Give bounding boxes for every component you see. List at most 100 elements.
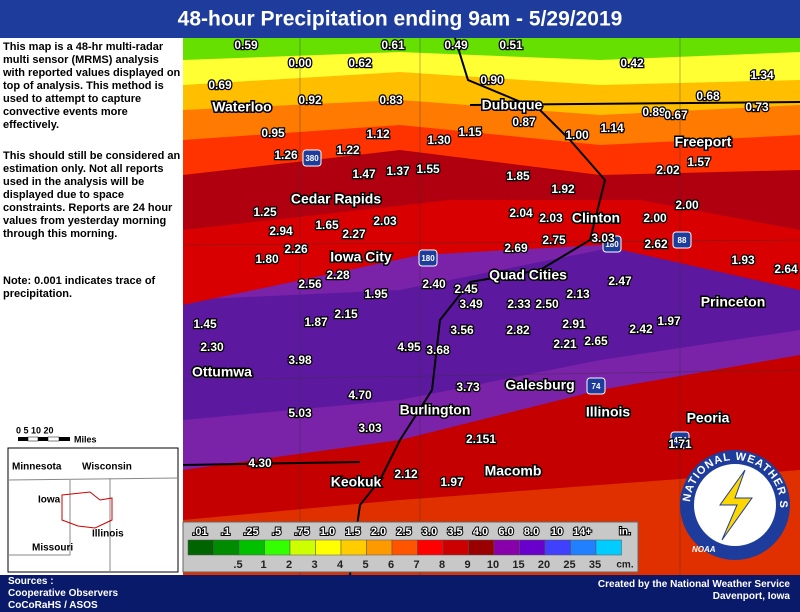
- legend-swatch: [417, 539, 444, 556]
- title: 48-hour Precipitation ending 9am - 5/29/…: [178, 8, 623, 31]
- observation: 1.47: [352, 167, 376, 181]
- observation: 0.67: [664, 108, 688, 122]
- legend-label: 14+: [573, 526, 592, 538]
- credit: Created by the National Weather Service …: [598, 579, 790, 603]
- observation: 1.97: [657, 314, 681, 328]
- description: This should still be considered an estim…: [3, 150, 181, 240]
- legend-label: 20: [538, 559, 550, 571]
- city-label: Galesburg: [505, 377, 574, 393]
- city-label: Macomb: [485, 463, 542, 479]
- observation: 1.55: [416, 162, 440, 176]
- observation: 1.37: [386, 164, 410, 178]
- legend-swatch: [238, 539, 265, 556]
- observation: 2.13: [566, 287, 590, 301]
- legend-swatch: [468, 539, 495, 556]
- city-label: Princeton: [701, 294, 766, 310]
- inset-map: [7, 436, 179, 573]
- observation: 1.87: [304, 315, 328, 329]
- observation: 2.00: [643, 211, 667, 225]
- interstate-number: 474: [673, 436, 687, 445]
- logo-agency: NOAA: [692, 545, 716, 554]
- observation: 3.49: [459, 297, 483, 311]
- borders: [182, 37, 800, 576]
- observation: 1.34: [750, 68, 774, 82]
- legend-swatch: [391, 539, 418, 556]
- observation: 2.82: [506, 323, 530, 337]
- observation: 0.62: [348, 56, 372, 70]
- observation: 1.25: [253, 205, 277, 219]
- legend-swatch: [544, 539, 571, 556]
- observation: 1.30: [427, 133, 451, 147]
- legend-swatch: [213, 539, 240, 556]
- observation: 2.00: [675, 198, 699, 212]
- observation: 1.80: [255, 252, 279, 266]
- city-label: Freeport: [675, 134, 732, 150]
- footer-bar: [0, 575, 800, 612]
- observation: 2.62: [644, 237, 668, 251]
- observation: 2.12: [394, 467, 418, 481]
- observation: 0.73: [745, 100, 769, 114]
- city-label: Waterloo: [212, 99, 271, 115]
- observation: 1.22: [336, 143, 360, 157]
- legend-label: .01: [192, 526, 207, 538]
- observation: 0.61: [381, 38, 405, 52]
- legend-label: .5: [233, 559, 242, 571]
- legend-swatch: [366, 539, 393, 556]
- observation: 3.98: [288, 353, 312, 367]
- legend-label: 6.0: [498, 526, 513, 538]
- city-label: Quad Cities: [489, 267, 567, 283]
- observation: 2.47: [608, 274, 632, 288]
- observation: 2.27: [342, 227, 366, 241]
- observation: 2.26: [284, 242, 308, 256]
- city-label: Peoria: [687, 410, 730, 426]
- observation: 1.85: [506, 169, 530, 183]
- observation: 1.71: [668, 437, 692, 451]
- interstate-shield: [302, 149, 322, 167]
- legend-label: 3.0: [422, 526, 437, 538]
- interstate-number: 88: [678, 236, 687, 245]
- observation: 2.64: [774, 262, 798, 276]
- legend-label: 1.0: [320, 526, 335, 538]
- observation: 2.03: [373, 214, 397, 228]
- observation: 0.51: [499, 38, 523, 52]
- observation: 0.42: [620, 56, 644, 70]
- legend-label: 6: [388, 559, 394, 571]
- legend-label: .5: [272, 526, 281, 538]
- observation: 2.50: [535, 297, 559, 311]
- legend-label: 35: [589, 559, 601, 571]
- legend-label: 2.5: [396, 526, 411, 538]
- legend-label: 4: [337, 559, 344, 571]
- legend-label: 1.5: [345, 526, 360, 538]
- interstate-number: 180: [605, 240, 619, 249]
- description: Note: 0.001 indicates trace of precipita…: [3, 275, 156, 300]
- observation: 3.68: [426, 343, 450, 357]
- legend-label: 2.0: [371, 526, 386, 538]
- observation: 0.89: [642, 105, 666, 119]
- interstate-number: 74: [592, 382, 601, 391]
- interstate-shield: [672, 231, 692, 249]
- description: This map is a 48-hr multi-radar multi se…: [3, 41, 181, 131]
- inset-state: Illinois: [92, 529, 124, 540]
- city-label: Illinois: [586, 404, 631, 420]
- legend-swatch: [340, 539, 367, 556]
- observation: 2.151: [466, 432, 496, 446]
- observation: 0.90: [480, 73, 504, 87]
- observation: 3.73: [456, 380, 480, 394]
- observation: 1.65: [315, 218, 339, 232]
- legend-swatch: [264, 539, 291, 556]
- legend-label: .75: [294, 526, 309, 538]
- legend-label: 1: [260, 559, 266, 571]
- legend-unit: in.: [619, 527, 631, 538]
- observation: 2.28: [326, 268, 350, 282]
- observation: 2.75: [542, 233, 566, 247]
- observation: 3.56: [450, 323, 474, 337]
- observation: 2.94: [269, 224, 293, 238]
- legend-label: 25: [563, 559, 575, 571]
- credit-line: Davenport, Iowa: [712, 591, 790, 602]
- city-label: Cedar Rapids: [291, 191, 381, 207]
- observation: 0.49: [444, 38, 468, 52]
- observation: 0.95: [261, 126, 285, 140]
- sources: Sources : Cooperative Observers CoCoRaHS…: [8, 576, 118, 612]
